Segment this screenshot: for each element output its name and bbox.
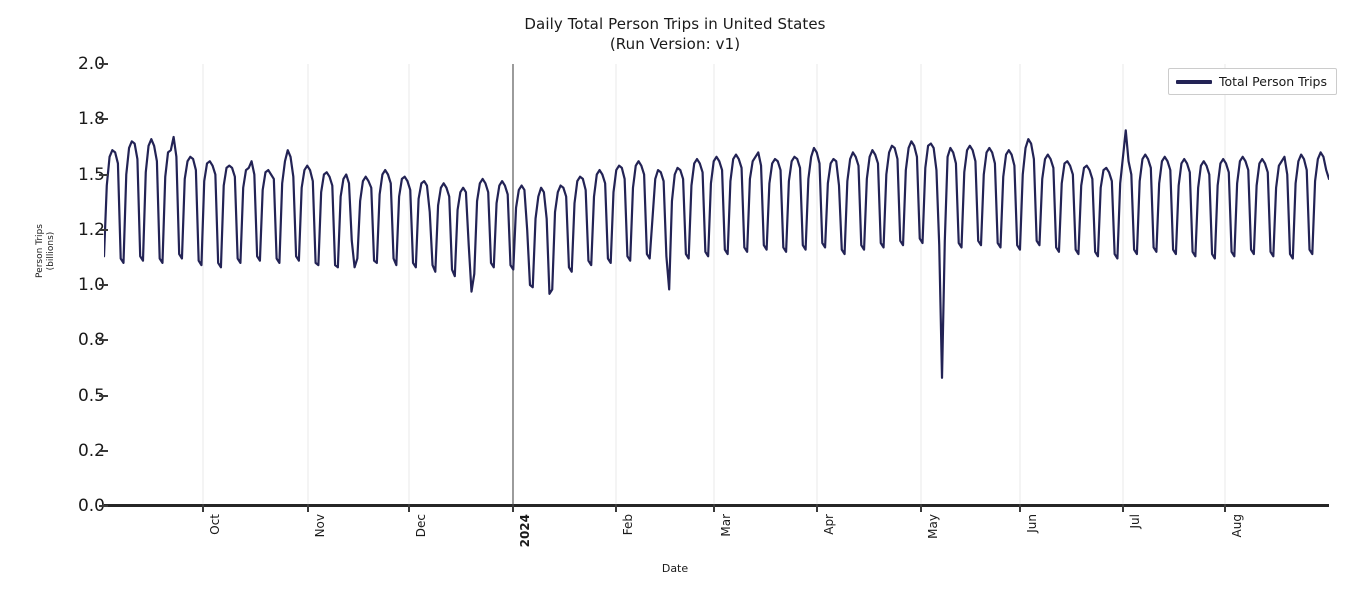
x-tick-mark (920, 504, 922, 512)
x-tick-mark (408, 504, 410, 512)
y-tick-label: 0.8 (77, 330, 105, 351)
x-tick-mark (1224, 504, 1226, 512)
x-tick-mark (816, 504, 818, 512)
y-tick-mark (99, 173, 108, 176)
y-tick-label: 0.0 (77, 496, 105, 516)
x-tick-mark (512, 504, 514, 512)
x-tick-label: Jun (1025, 514, 1039, 533)
y-tick-mark (99, 449, 108, 452)
x-tick-label: Nov (313, 514, 327, 538)
y-tick-mark (99, 394, 108, 397)
x-tick-label: Apr (822, 514, 836, 535)
y-axis-label: Person Trips (billions) (35, 224, 56, 278)
x-tick-label: Mar (719, 514, 733, 537)
x-gridlines (202, 64, 1226, 506)
x-tick-label: Aug (1230, 514, 1244, 538)
y-tick-mark (99, 118, 108, 121)
x-tick-mark (615, 504, 617, 512)
y-tick-mark (99, 339, 108, 342)
y-tick-label: 1.8 (77, 109, 105, 130)
x-axis-spine (104, 504, 1329, 507)
y-tick-label: 1.0 (77, 275, 105, 295)
series-lines (104, 130, 1329, 378)
x-tick-mark (202, 504, 204, 512)
chart-legend[interactable]: Total Person Trips (1168, 68, 1338, 95)
x-tick-label: Feb (621, 514, 635, 536)
x-tick-label: May (926, 514, 940, 539)
plot-svg (104, 64, 1329, 506)
series-line-total-person-trips (104, 130, 1329, 378)
x-tick-label: Oct (208, 514, 222, 535)
plot-area (104, 64, 1329, 506)
y-tick-mark (99, 505, 108, 507)
x-tick-mark (713, 504, 715, 512)
x-tick-label: 2024 (518, 514, 532, 548)
x-tick-label: Dec (414, 514, 428, 538)
chart-title: Daily Total Person Trips in United State… (524, 15, 826, 53)
x-tick-mark (307, 504, 309, 512)
x-tick-mark (1019, 504, 1021, 512)
legend-label-total-person-trips: Total Person Trips (1219, 74, 1328, 89)
x-tick-label: Jul (1128, 514, 1142, 529)
y-tick-mark (99, 63, 108, 65)
x-axis-label: Date (661, 562, 689, 575)
y-tick-label: 0.5 (77, 385, 105, 406)
legend-swatch-total-person-trips (1176, 79, 1212, 84)
y-tick-label: 1.5 (77, 164, 105, 185)
y-tick-mark (99, 284, 108, 286)
y-tick-label: 1.2 (77, 219, 105, 240)
x-tick-mark (1122, 504, 1124, 512)
y-tick-mark (99, 228, 108, 231)
y-tick-label: 2.0 (77, 54, 105, 74)
y-tick-label: 0.2 (77, 440, 105, 461)
